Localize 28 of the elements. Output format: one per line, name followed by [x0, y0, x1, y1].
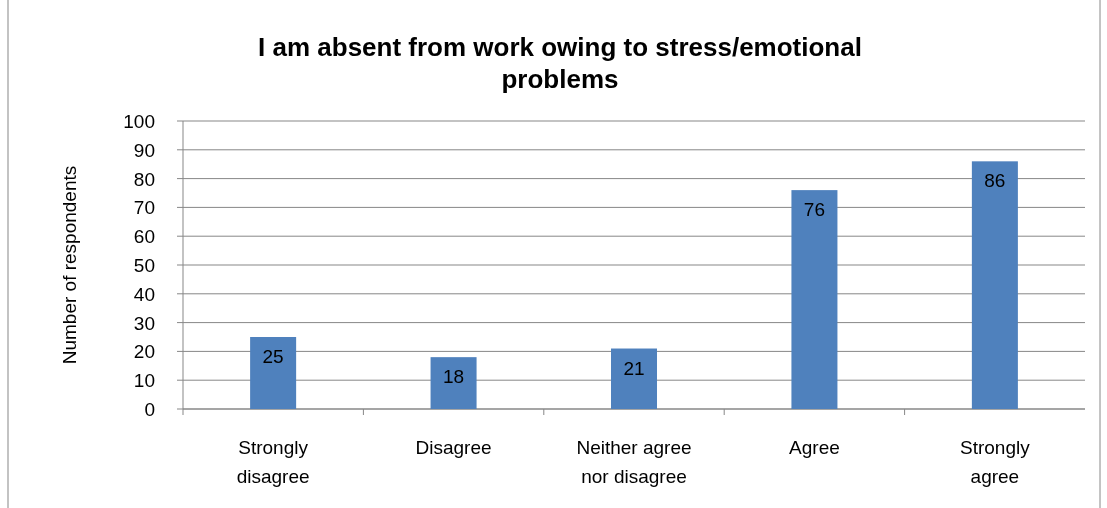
bar: [610, 348, 658, 409]
y-tick-label: 70: [133, 197, 155, 219]
x-tick-label: Strongly disagree: [236, 437, 310, 487]
y-tick-label: 30: [133, 312, 155, 334]
x-tick-label: Neither agree nor disagree: [576, 437, 692, 487]
y-tick-label: 80: [133, 168, 155, 190]
y-axis-title: Number of respondents: [59, 165, 80, 365]
data-label: 18: [442, 366, 465, 388]
y-tick-label: 10: [133, 370, 155, 392]
y-tick-label: 50: [133, 255, 155, 276]
bar: [971, 161, 1018, 409]
y-tick-label: 60: [133, 226, 155, 248]
x-tick-label: Strongly agree: [960, 437, 1031, 487]
chart-title: I am absent from work owing to stress/emotional problems: [258, 32, 862, 94]
y-tick-label: 0: [144, 399, 155, 420]
data-label: 25: [262, 346, 284, 367]
data-label: 86: [984, 170, 1006, 192]
data-label: 21: [623, 357, 645, 379]
y-tick-label: 100: [123, 111, 155, 132]
y-tick-label: 40: [133, 283, 155, 305]
x-tick-label: Disagree: [415, 437, 492, 458]
bar: [430, 357, 477, 409]
y-tick-label: 90: [133, 139, 155, 161]
y-tick-label: 20: [133, 341, 155, 363]
bar: [250, 337, 297, 409]
data-label: 76: [803, 199, 826, 221]
bar: [791, 190, 838, 409]
x-tick-label: Agree: [789, 437, 840, 458]
